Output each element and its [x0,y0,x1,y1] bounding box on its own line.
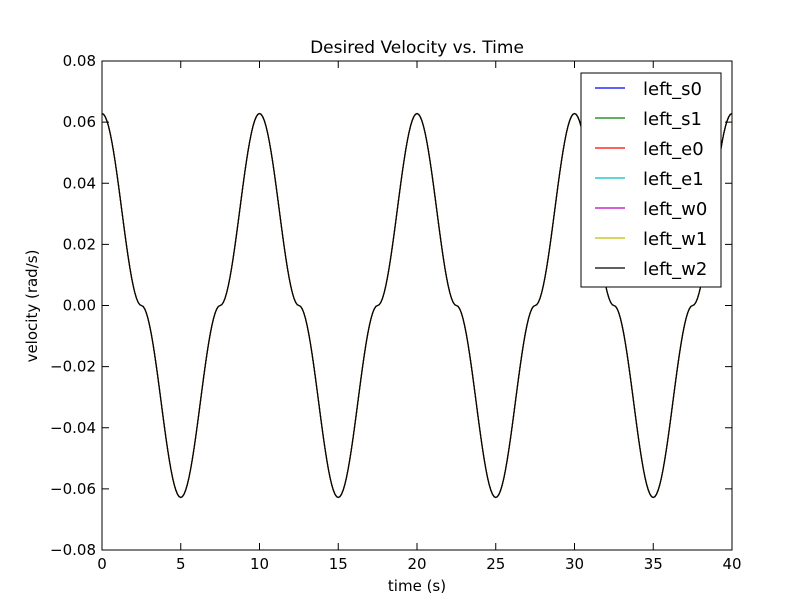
y-tick-label: 0.02 [63,235,96,253]
legend: left_s0 left_s1 left_e0 left_e1 left_w0 left_… [580,72,722,288]
y-tick-label: −0.02 [50,358,96,376]
x-tick-label: 30 [565,555,584,573]
series-line-left_w2 [101,112,733,499]
y-tick-label: −0.06 [50,480,96,498]
y-tick-label: 0.04 [63,174,96,192]
legend-label-left_e1: left_e1 [643,169,704,190]
y-axis-label: velocity (rad/s) [23,250,41,363]
x-tick-label: 10 [250,555,269,573]
legend-label-left_w0: left_w0 [643,199,707,220]
y-tick-label: 0.00 [63,297,96,315]
chart-title: Desired Velocity vs. Time [310,38,524,58]
legend-label-left_w1: left_w1 [643,229,707,250]
x-tick-label: 20 [407,555,426,573]
x-axis-label: time (s) [388,577,446,595]
x-tick-label: 35 [644,555,663,573]
ticks-layer: 0 5 10 15 20 25 30 35 40 −0.08 −0.06 −0.04 −0.02 0.00… [50,52,742,573]
legend-label-left_e0: left_e0 [643,139,704,160]
legend-label-left_s0: left_s0 [643,79,702,100]
x-tick-label: 25 [486,555,505,573]
x-tick-label: 15 [329,555,348,573]
y-tick-label: 0.06 [63,113,96,131]
legend-box [580,72,722,288]
series-layer [101,112,733,499]
legend-label-left_w2: left_w2 [643,259,707,280]
plot-frame [101,60,733,551]
y-tick-label: −0.08 [50,541,96,559]
x-tick-label: 40 [722,555,741,573]
legend-label-left_s1: left_s1 [643,109,702,130]
x-tick-label: 5 [176,555,186,573]
y-tick-label: −0.04 [50,419,96,437]
x-tick-label: 0 [97,555,107,573]
y-tick-label: 0.08 [63,52,96,70]
